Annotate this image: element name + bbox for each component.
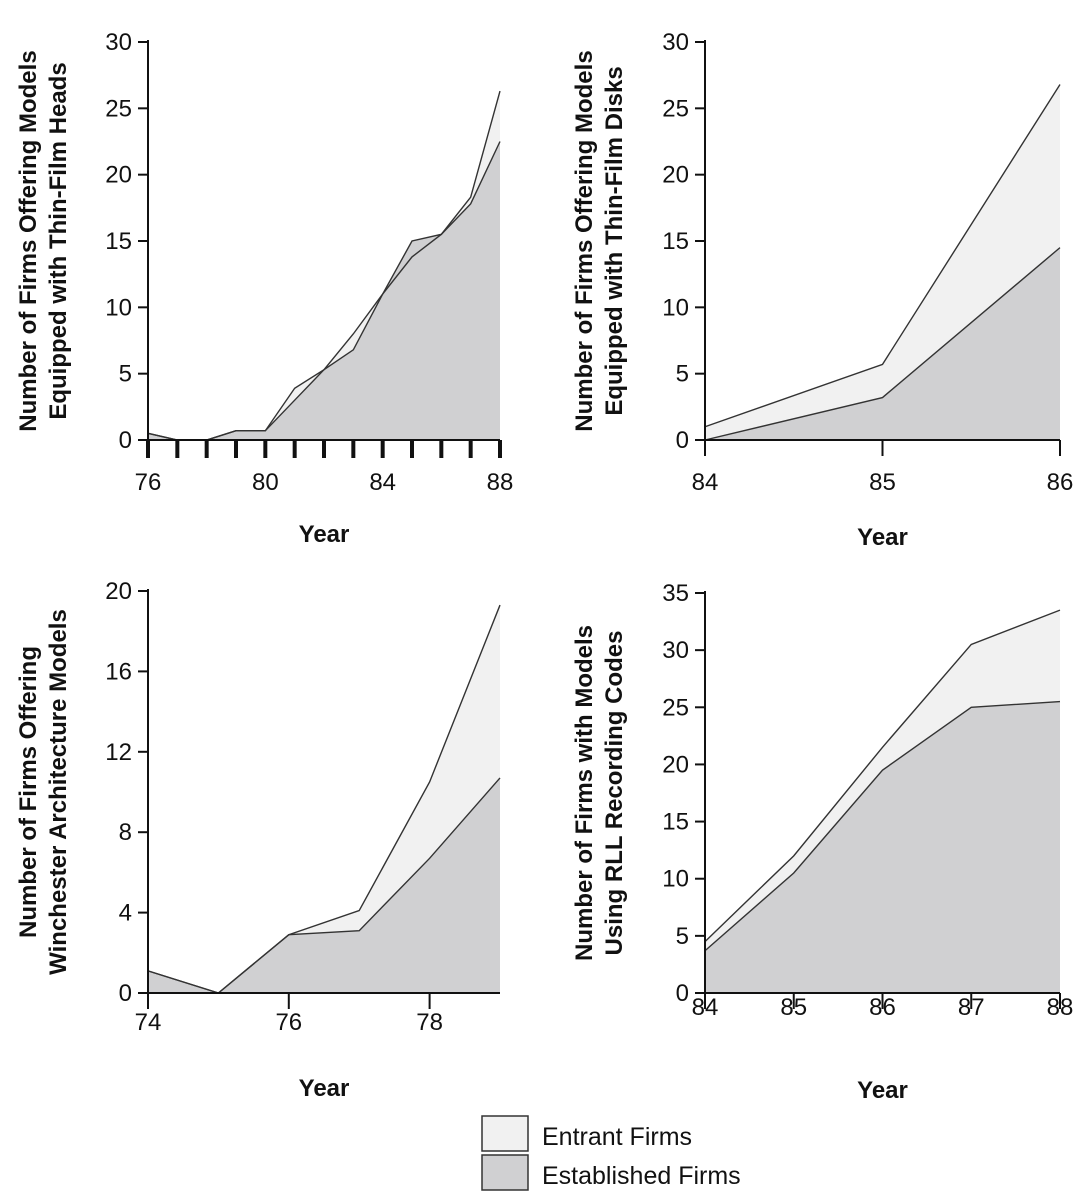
y-tick-label: 30 [105,29,132,56]
y-axis-label-line: Number of Firms with Models [571,625,598,961]
x-tick-label: 88 [487,469,514,496]
legend-label-entrant: Entrant Firms [542,1123,692,1151]
area-established-firms [148,777,500,993]
chart-panel-4: 0 5 10 15 20 25 30 35 84 85 86 87 88 Year Number of Fi… [571,580,1073,1104]
x-tick-label: 86 [869,994,896,1021]
y-tick-label: 8 [119,819,132,846]
y-tick-label: 20 [662,751,689,778]
y-tick-label: 25 [662,694,689,721]
y-tick-label: 20 [105,162,132,189]
y-axis-label-line: Using RLL Recording Codes [601,631,628,956]
x-tick-label: 84 [692,994,719,1021]
y-tick-label: 15 [662,228,689,255]
x-axis-label: Year [299,521,350,548]
y-tick-label: 25 [662,95,689,122]
y-axis-label: Number of Firms Offering Models Equipped … [15,50,72,431]
x-tick-label: 74 [135,1009,162,1036]
x-axis-label: Year [299,1075,350,1102]
chart-panel-3: 0 4 8 12 16 20 74 76 78 Year Number of Firms Offer… [15,578,501,1102]
y-axis-label-line: Number of Firms Offering Models [15,50,42,431]
y-tick-label: 10 [662,866,689,893]
line-total-firms [704,84,1061,428]
x-tick-label: 85 [780,994,807,1021]
x-tick-label: 86 [1047,469,1074,496]
y-tick-label: 5 [676,361,689,388]
chart-panel-2: 0 5 10 15 20 25 30 84 85 86 Year Number of Firms Of… [571,29,1073,551]
y-tick-label: 30 [662,637,689,664]
area-established-firms [705,247,1060,440]
y-axis-label-line: Number of Firms Offering [15,646,42,938]
y-axis-label-line: Winchester Architecture Models [45,609,72,975]
y-axis-label-line: Number of Firms Offering Models [571,50,598,431]
y-tick-label: 4 [119,900,132,927]
x-tick-label: 76 [135,469,162,496]
x-tick-label: 87 [958,994,985,1021]
y-tick-label: 20 [662,162,689,189]
y-axis-label-line: Equipped with Thin-Film Disks [601,66,628,415]
y-tick-label: 15 [105,228,132,255]
line-established-firms [147,777,501,994]
y-tick-label: 0 [676,980,689,1007]
legend: Entrant Firms Established Firms [481,1115,741,1191]
x-axis-label: Year [857,1077,908,1104]
y-tick-label: 10 [662,294,689,321]
x-tick-label: 84 [369,469,396,496]
y-tick-label: 35 [662,580,689,607]
y-tick-label: 0 [119,427,132,454]
y-tick-label: 10 [105,294,132,321]
x-tick-label: 85 [869,469,896,496]
legend-label-established: Established Firms [542,1162,741,1190]
line-total-firms [704,609,1061,943]
y-tick-label: 12 [105,739,132,766]
y-tick-label: 0 [676,427,689,454]
legend-swatch-established [481,1154,529,1191]
y-tick-label: 25 [105,95,132,122]
y-axis-label: Number of Firms Offering Winchester Archi… [15,609,72,975]
y-axis-label: Number of Firms Offering Models Equipped … [571,50,628,431]
x-tick-label: 84 [692,469,719,496]
y-axis-label: Number of Firms with Models Using RLL Rec… [571,625,628,961]
x-tick-label: 76 [275,1009,302,1036]
area-established-firms [148,141,500,440]
y-tick-label: 15 [662,809,689,836]
x-tick-label: 88 [1047,994,1074,1021]
line-established-firms [704,700,1061,952]
y-tick-label: 30 [662,29,689,56]
y-axis-label-line: Equipped with Thin-Film Heads [45,62,72,419]
line-established-firms [704,247,1061,441]
x-axis-label: Year [857,524,908,551]
chart-panel-1: 0 5 10 15 20 25 30 76 80 84 88 Year Number of Firms … [15,29,513,548]
area-established-firms [705,701,1060,993]
x-tick-label: 80 [252,469,279,496]
y-tick-label: 16 [105,658,132,685]
y-tick-label: 20 [105,578,132,605]
legend-swatch-entrant [481,1115,529,1152]
y-tick-label: 0 [119,980,132,1007]
x-tick-label: 78 [416,1009,443,1036]
y-tick-label: 5 [119,361,132,388]
y-tick-label: 5 [676,923,689,950]
